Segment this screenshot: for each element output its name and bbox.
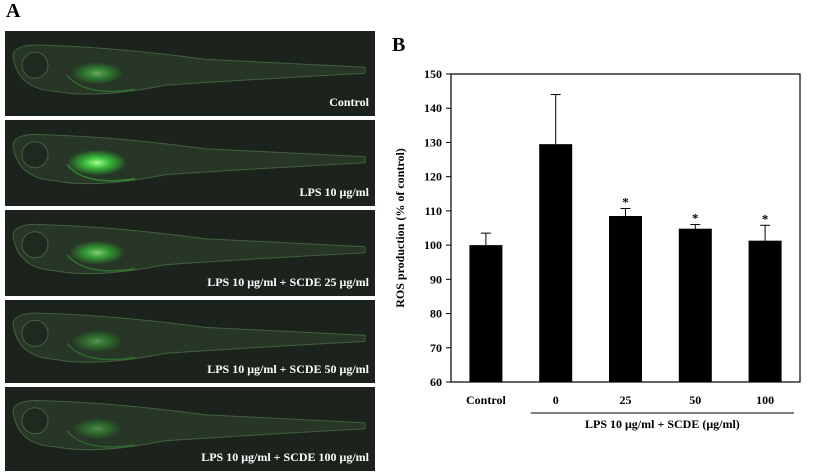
zebrafish-image-scde-25: LPS 10 μg/ml + SCDE 25 μg/ml bbox=[5, 210, 375, 296]
y-tick-label: 100 bbox=[424, 238, 442, 252]
zebrafish-drawing bbox=[12, 133, 366, 185]
zebrafish-body bbox=[12, 400, 366, 451]
image-caption: LPS 10 μg/ml + SCDE 50 μg/ml bbox=[207, 362, 369, 376]
bar bbox=[469, 245, 503, 382]
significance-marker: * bbox=[762, 211, 769, 226]
x-axis-label: LPS 10 μg/ml + SCDE (μg/ml) bbox=[585, 417, 740, 431]
zebrafish-image-lps: LPS 10 μg/ml bbox=[5, 120, 375, 206]
y-tick-label: 110 bbox=[425, 204, 442, 218]
fluorescence-spot bbox=[71, 330, 123, 353]
zebrafish-body bbox=[12, 312, 366, 363]
zebrafish-eye bbox=[21, 407, 49, 435]
bar bbox=[609, 216, 642, 382]
y-tick-label: 130 bbox=[424, 135, 442, 149]
x-tick-label: 25 bbox=[620, 393, 632, 407]
zebrafish-image-scde-50: LPS 10 μg/ml + SCDE 50 μg/ml bbox=[5, 300, 375, 383]
x-tick-label: 0 bbox=[553, 393, 559, 407]
fluorescence-spot bbox=[71, 418, 123, 440]
y-tick-label: 90 bbox=[430, 272, 442, 286]
zebrafish-drawing bbox=[12, 44, 366, 95]
y-tick-label: 80 bbox=[430, 307, 442, 321]
zebrafish-eye bbox=[21, 51, 49, 79]
zebrafish-yolk-outline bbox=[66, 342, 136, 361]
y-tick-label: 120 bbox=[424, 170, 442, 184]
image-caption: LPS 10 μg/ml + SCDE 25 μg/ml bbox=[207, 275, 369, 289]
x-tick-label: 100 bbox=[756, 393, 774, 407]
y-tick-label: 60 bbox=[430, 375, 442, 389]
zebrafish-drawing bbox=[12, 223, 366, 275]
zebrafish-body bbox=[12, 133, 366, 185]
zebrafish-eye bbox=[21, 231, 49, 259]
zebrafish-eye bbox=[21, 141, 49, 169]
y-tick-label: 140 bbox=[424, 101, 442, 115]
zebrafish-eye bbox=[21, 319, 49, 347]
x-tick-label: 50 bbox=[689, 393, 701, 407]
bar bbox=[678, 228, 712, 382]
x-tick-label: Control bbox=[466, 393, 506, 407]
bar bbox=[748, 240, 782, 382]
y-tick-label: 70 bbox=[430, 341, 442, 355]
panel-a-letter: A bbox=[6, 0, 21, 22]
zebrafish-body bbox=[12, 223, 366, 275]
y-axis-label: ROS production (% of control) bbox=[393, 148, 407, 308]
image-caption: LPS 10 μg/ml + SCDE 100 μg/ml bbox=[201, 450, 369, 464]
zebrafish-image-scde-100: LPS 10 μg/ml + SCDE 100 μg/ml bbox=[5, 387, 375, 471]
significance-marker: * bbox=[622, 194, 629, 209]
significance-marker: * bbox=[692, 211, 699, 226]
bar bbox=[539, 144, 573, 382]
image-caption: LPS 10 μg/ml bbox=[299, 185, 369, 199]
zebrafish-drawing bbox=[12, 400, 366, 451]
ros-bar-chart: 60 70 80 90 100 110 120 130 140 150 ROS production… bbox=[393, 67, 801, 431]
zebrafish-image-control: Control bbox=[5, 31, 375, 116]
fluorescence-spot bbox=[70, 62, 124, 85]
image-caption: Control bbox=[329, 95, 369, 109]
y-tick-label: 150 bbox=[424, 67, 442, 81]
zebrafish-yolk-outline bbox=[66, 74, 136, 93]
zebrafish-drawing bbox=[12, 312, 366, 363]
zebrafish-body bbox=[12, 44, 366, 95]
zebrafish-yolk-outline bbox=[66, 254, 136, 272]
fluorescence-spot bbox=[67, 149, 127, 176]
fluorescence-spot bbox=[69, 240, 125, 265]
zebrafish-yolk-outline bbox=[66, 430, 136, 448]
panel-b-letter: B bbox=[392, 34, 406, 56]
